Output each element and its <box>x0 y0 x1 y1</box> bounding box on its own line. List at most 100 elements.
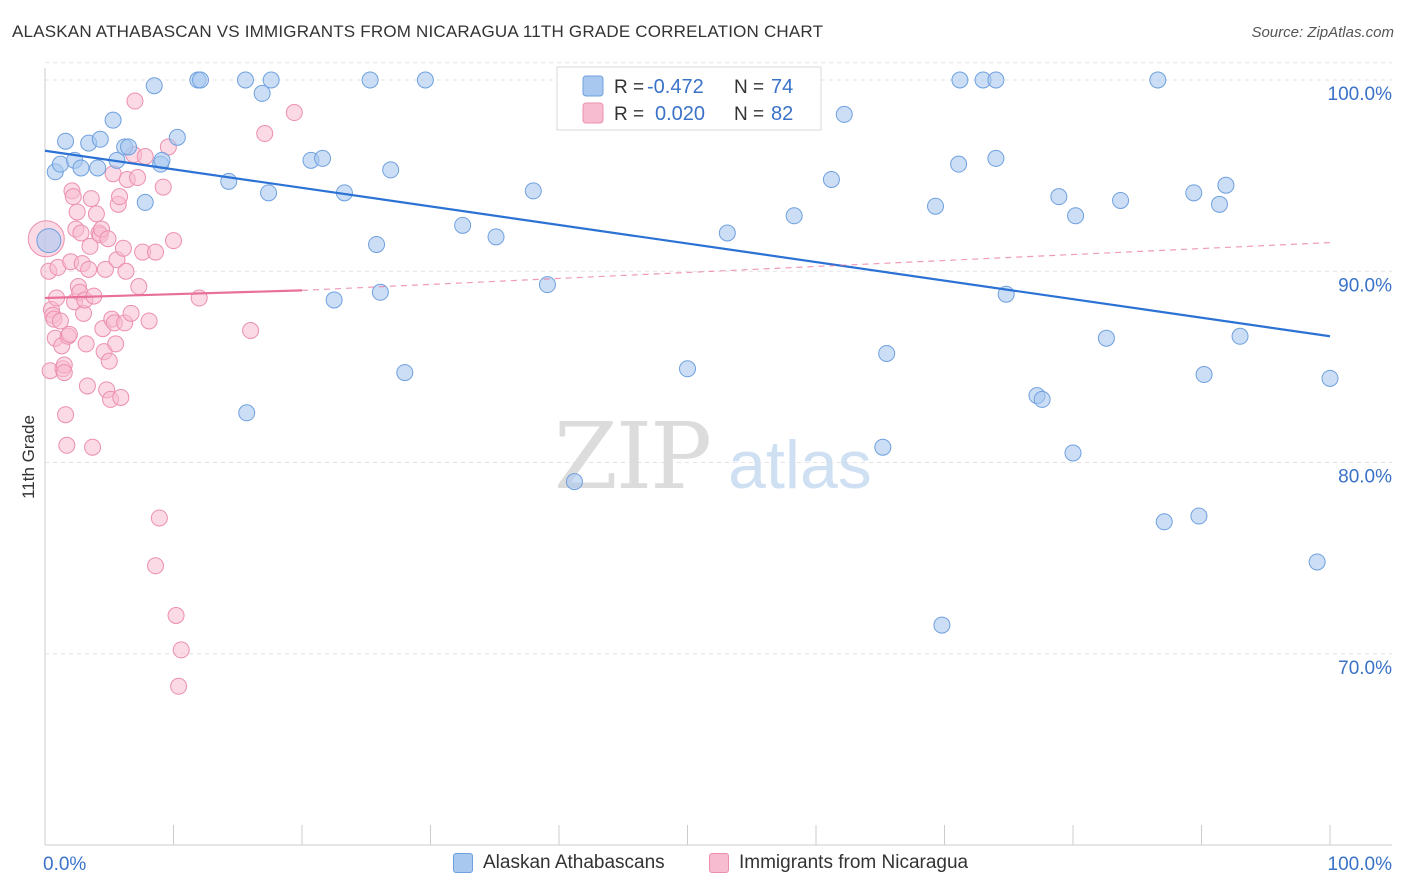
point-athabascan <box>51 155 69 173</box>
legend-r-value-blue: -0.472 <box>647 76 704 98</box>
point-athabascan <box>236 71 254 89</box>
point-athabascan <box>1321 369 1339 387</box>
axes <box>44 68 1392 846</box>
point-athabascan <box>382 161 400 179</box>
legend-n-label-pink: N = <box>734 104 764 125</box>
point-nicaragua <box>68 203 86 221</box>
point-athabascan <box>718 224 736 242</box>
gridlines <box>45 62 1392 655</box>
point-nicaragua <box>82 190 100 208</box>
point-athabascan <box>120 138 138 156</box>
y-tick-label: 100.0% <box>1328 84 1393 105</box>
trend-lines <box>44 149 1331 338</box>
watermark-zip: ZIP <box>554 403 710 510</box>
legend-n-label-blue: N = <box>734 77 764 98</box>
point-athabascan <box>1195 366 1213 384</box>
point-athabascan <box>314 149 332 167</box>
point-athabascan <box>371 283 389 301</box>
point-nicaragua <box>114 239 132 257</box>
y-axis-label: 11th Grade <box>19 415 38 499</box>
legend-n-value-blue: 74 <box>771 76 793 98</box>
legend-r-label-pink: R = <box>614 104 644 125</box>
point-athabascan <box>1097 329 1115 347</box>
point-athabascan <box>262 71 280 89</box>
x-tick-label-min: 0.0% <box>43 854 86 875</box>
series-nicaragua-points <box>27 92 303 695</box>
chart-title: ALASKAN ATHABASCAN VS IMMIGRANTS FROM NI… <box>12 22 824 41</box>
point-nicaragua <box>78 377 96 395</box>
point-athabascan <box>1149 71 1167 89</box>
point-athabascan <box>927 197 945 215</box>
point-athabascan <box>136 193 154 211</box>
point-athabascan <box>454 216 472 234</box>
watermark-atlas: atlas <box>728 427 872 503</box>
point-athabascan <box>361 71 379 89</box>
point-nicaragua <box>77 335 95 353</box>
y-tick-labels: 70.0% 80.0% 90.0% 100.0% <box>1328 84 1393 679</box>
legend-swatch-pink <box>582 102 604 124</box>
y-tick-label: 70.0% <box>1338 658 1392 679</box>
point-nicaragua <box>170 677 188 695</box>
point-athabascan <box>396 364 414 382</box>
legend-r-label-blue: R = <box>614 77 644 98</box>
point-athabascan <box>1217 176 1235 194</box>
point-nicaragua <box>256 125 274 143</box>
point-athabascan <box>878 344 896 362</box>
point-nicaragua <box>147 557 165 575</box>
point-athabascan <box>104 111 122 129</box>
legend-swatch-nicaragua <box>709 853 729 873</box>
point-nicaragua <box>122 304 140 322</box>
point-athabascan <box>36 228 62 254</box>
point-athabascan <box>785 207 803 225</box>
point-athabascan <box>1112 191 1130 209</box>
legend-top: R = -0.472 N = 74 R = 0.020 N = 82 <box>556 66 822 131</box>
point-athabascan <box>260 184 278 202</box>
legend-swatch-blue <box>582 75 604 97</box>
y-tick-label: 90.0% <box>1338 275 1392 296</box>
point-athabascan <box>168 128 186 146</box>
point-athabascan <box>1155 513 1173 531</box>
point-athabascan <box>1210 195 1228 213</box>
point-athabascan <box>987 71 1005 89</box>
point-nicaragua <box>87 205 105 223</box>
point-athabascan <box>524 182 542 200</box>
point-nicaragua <box>154 178 172 196</box>
point-athabascan <box>368 235 386 253</box>
point-nicaragua <box>147 243 165 261</box>
point-nicaragua <box>285 104 303 122</box>
point-athabascan <box>72 159 90 177</box>
point-athabascan <box>1308 553 1326 571</box>
point-nicaragua <box>242 322 260 340</box>
point-athabascan <box>1064 444 1082 462</box>
point-athabascan <box>325 291 343 309</box>
point-nicaragua <box>96 260 114 278</box>
point-athabascan <box>487 228 505 246</box>
point-athabascan <box>1185 184 1203 202</box>
point-athabascan <box>565 473 583 491</box>
point-athabascan <box>253 84 271 102</box>
legend-label-nicaragua: Immigrants from Nicaragua <box>739 852 969 873</box>
point-athabascan <box>538 276 556 294</box>
point-nicaragua <box>117 262 135 280</box>
point-nicaragua <box>55 364 73 382</box>
point-nicaragua <box>165 232 182 250</box>
point-nicaragua <box>111 188 129 206</box>
point-nicaragua <box>140 312 158 330</box>
point-nicaragua <box>84 438 102 456</box>
legend-item-athabascan: Alaskan Athabascans <box>453 852 665 874</box>
legend-bottom: Alaskan Athabascans Immigrants from Nica… <box>0 852 1406 876</box>
point-nicaragua <box>150 509 168 527</box>
point-athabascan <box>91 130 109 148</box>
point-athabascan <box>1050 188 1068 206</box>
point-athabascan <box>57 132 75 150</box>
point-nicaragua <box>57 406 75 424</box>
point-nicaragua <box>167 607 185 624</box>
point-athabascan <box>1190 507 1208 525</box>
point-athabascan <box>1033 390 1051 408</box>
legend-r-value-pink: 0.020 <box>655 103 705 125</box>
point-athabascan <box>145 77 163 95</box>
point-nicaragua <box>130 278 148 296</box>
y-tick-label: 80.0% <box>1338 467 1392 488</box>
point-athabascan <box>822 170 840 188</box>
